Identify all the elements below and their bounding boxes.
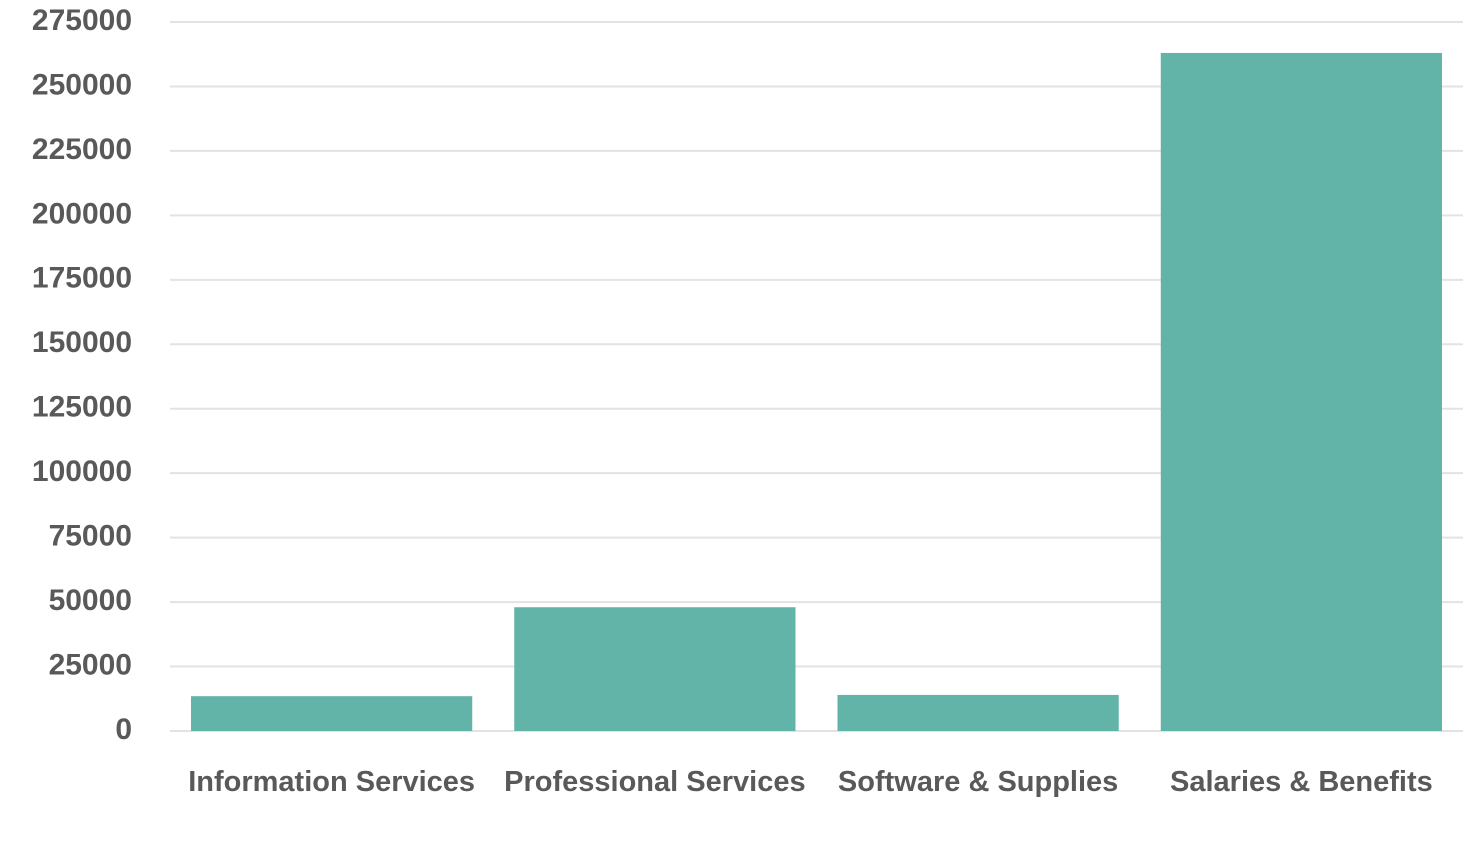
y-tick-label: 150000 [32, 326, 132, 359]
bar [1160, 52, 1442, 732]
y-tick-label: 275000 [32, 4, 132, 37]
x-tick-label: Salaries & Benefits [1170, 766, 1433, 798]
y-tick-label: 125000 [32, 391, 132, 424]
bar [837, 694, 1119, 731]
y-tick-label: 75000 [49, 520, 132, 553]
x-tick-label: Professional Services [504, 766, 806, 798]
y-tick-label: 175000 [32, 262, 132, 295]
x-tick-label: Information Services [188, 766, 476, 798]
x-tick-label: Software & Supplies [837, 766, 1119, 798]
bar [514, 607, 796, 731]
y-tick-label: 250000 [32, 68, 132, 101]
y-tick-label: 225000 [32, 133, 132, 166]
y-tick-label: 0 [115, 713, 132, 746]
y-tick-label: 50000 [49, 584, 132, 617]
y-tick-label: 100000 [32, 455, 132, 488]
bar [191, 696, 473, 731]
y-tick-label: 200000 [32, 197, 132, 230]
y-tick-label: 25000 [49, 648, 132, 681]
